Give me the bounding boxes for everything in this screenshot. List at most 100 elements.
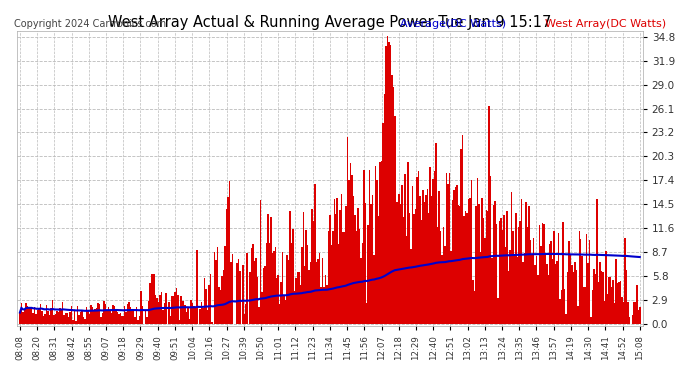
Bar: [495, 201, 496, 324]
Bar: [460, 148, 462, 324]
Bar: [284, 295, 285, 324]
Bar: [317, 259, 319, 324]
Bar: [611, 286, 613, 324]
Bar: [323, 287, 325, 324]
Bar: [176, 288, 177, 324]
Bar: [574, 262, 575, 324]
Bar: [186, 312, 188, 324]
Bar: [183, 301, 184, 324]
Bar: [497, 298, 499, 324]
Bar: [220, 291, 221, 324]
Bar: [491, 258, 493, 324]
Bar: [223, 270, 224, 324]
Bar: [584, 287, 586, 324]
Bar: [232, 254, 233, 324]
Bar: [81, 311, 83, 324]
Bar: [518, 227, 520, 324]
Bar: [391, 75, 393, 324]
Bar: [164, 303, 166, 324]
Bar: [424, 201, 425, 324]
Bar: [508, 271, 509, 324]
Bar: [242, 266, 244, 324]
Bar: [341, 194, 342, 324]
Bar: [464, 216, 465, 324]
Bar: [381, 161, 382, 324]
Bar: [117, 312, 118, 324]
Bar: [618, 282, 620, 324]
Bar: [301, 247, 302, 324]
Bar: [595, 274, 596, 324]
Bar: [602, 273, 604, 324]
Bar: [161, 292, 162, 324]
Bar: [373, 255, 375, 324]
Bar: [448, 173, 450, 324]
Bar: [166, 292, 167, 324]
Bar: [605, 251, 607, 324]
Bar: [179, 320, 180, 324]
Bar: [422, 190, 424, 324]
Bar: [227, 197, 229, 324]
Bar: [236, 262, 237, 324]
Bar: [49, 315, 50, 324]
Bar: [344, 232, 346, 324]
Bar: [119, 312, 121, 324]
Bar: [375, 166, 376, 324]
Bar: [609, 277, 611, 324]
Bar: [395, 202, 397, 324]
Bar: [543, 224, 544, 324]
Bar: [202, 308, 204, 324]
Bar: [394, 116, 395, 324]
Bar: [629, 317, 630, 324]
Bar: [273, 251, 275, 324]
Bar: [74, 310, 75, 324]
Bar: [468, 200, 469, 324]
Bar: [157, 298, 158, 324]
Bar: [177, 295, 179, 324]
Bar: [515, 213, 517, 324]
Bar: [553, 231, 555, 324]
Bar: [438, 191, 440, 324]
Bar: [415, 209, 416, 324]
Bar: [548, 275, 549, 324]
Bar: [385, 46, 386, 324]
Text: Copyright 2024 Cartronics.com: Copyright 2024 Cartronics.com: [14, 20, 166, 29]
Bar: [482, 218, 484, 324]
Bar: [276, 278, 277, 324]
Bar: [217, 248, 219, 324]
Bar: [184, 305, 186, 324]
Bar: [172, 296, 174, 324]
Bar: [466, 213, 468, 324]
Bar: [57, 312, 59, 324]
Bar: [124, 306, 126, 324]
Bar: [229, 182, 230, 324]
Bar: [55, 314, 56, 324]
Bar: [162, 310, 164, 324]
Bar: [205, 289, 206, 324]
Bar: [560, 299, 561, 324]
Bar: [380, 162, 381, 324]
Bar: [237, 259, 239, 324]
Bar: [92, 307, 93, 324]
Bar: [636, 285, 638, 324]
Bar: [586, 234, 587, 324]
Bar: [400, 204, 402, 324]
Bar: [102, 313, 103, 324]
Bar: [513, 255, 515, 324]
Bar: [145, 310, 146, 324]
Bar: [546, 264, 548, 324]
Bar: [565, 314, 566, 324]
Bar: [195, 308, 196, 324]
Bar: [593, 269, 595, 324]
Bar: [268, 243, 270, 324]
Bar: [226, 209, 227, 324]
Bar: [47, 310, 49, 324]
Bar: [331, 245, 332, 324]
Bar: [32, 313, 34, 324]
Bar: [531, 254, 533, 324]
Bar: [589, 240, 591, 324]
Bar: [520, 221, 521, 324]
Bar: [371, 204, 372, 324]
Bar: [251, 248, 253, 324]
Bar: [206, 310, 208, 324]
Bar: [638, 310, 639, 324]
